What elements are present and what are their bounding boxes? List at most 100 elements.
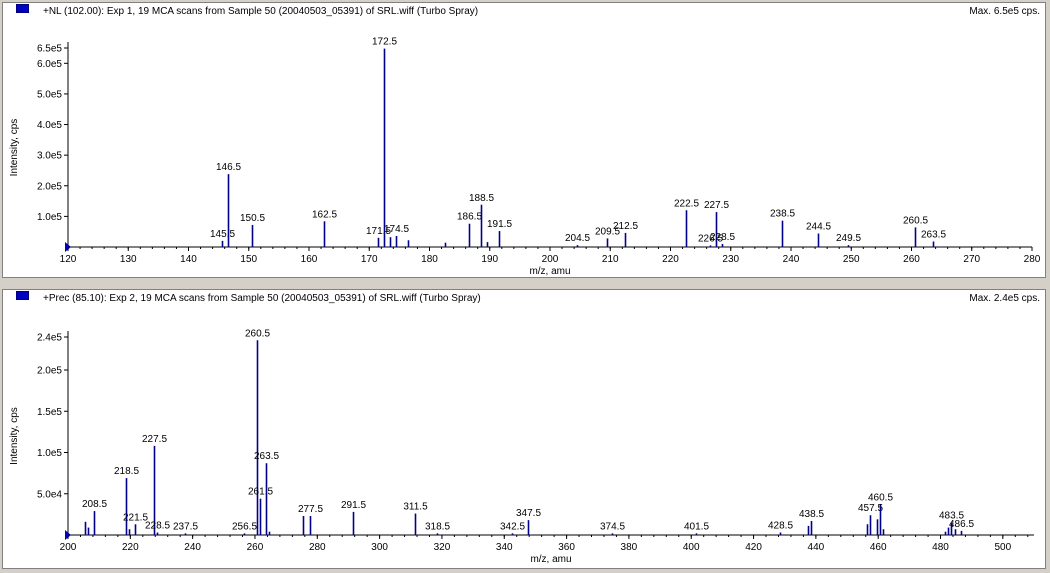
- peak-label: 256.5: [232, 521, 257, 532]
- y-tick-label: 1.0e5: [37, 212, 62, 223]
- peak-label: 263.5: [254, 451, 279, 462]
- peak-label: 483.5: [939, 511, 964, 522]
- x-tick-label: 210: [602, 254, 619, 265]
- peak-label: 342.5: [500, 521, 525, 532]
- x-tick-label: 500: [994, 542, 1011, 553]
- y-axis-title: Intensity, cps: [9, 119, 20, 177]
- peak-label: 438.5: [799, 509, 824, 520]
- peak-label: 277.5: [298, 504, 323, 515]
- x-tick-label: 190: [481, 254, 498, 265]
- peak-label: 204.5: [565, 233, 590, 244]
- x-tick-label: 230: [722, 254, 739, 265]
- peak-label: 146.5: [216, 162, 241, 173]
- x-tick-label: 130: [120, 254, 137, 265]
- peak-label: 311.5: [403, 502, 428, 513]
- x-tick-label: 480: [932, 542, 949, 553]
- max-intensity-label: Max. 2.4e5 cps.: [969, 293, 1040, 304]
- x-tick-label: 140: [180, 254, 197, 265]
- peak-label: 218.5: [114, 466, 139, 477]
- y-tick-label: 1.5e5: [37, 407, 62, 418]
- peak-label: 212.5: [613, 221, 638, 232]
- y-tick-label: 1.0e5: [37, 448, 62, 459]
- peak-label: 226.5: [698, 233, 723, 244]
- peak-label: 260.5: [903, 215, 928, 226]
- series-color-icon[interactable]: [16, 291, 29, 300]
- y-tick-label: 5.0e5: [37, 89, 62, 100]
- y-tick-label: 6.0e5: [37, 59, 62, 70]
- x-tick-label: 400: [683, 542, 700, 553]
- peak-label: 209.5: [595, 226, 620, 237]
- pane-divider[interactable]: [0, 280, 1050, 288]
- peak-label: 227.5: [142, 434, 167, 445]
- x-tick-label: 440: [808, 542, 825, 553]
- x-tick-label: 360: [558, 542, 575, 553]
- x-tick-label: 340: [496, 542, 513, 553]
- y-tick-label: 3.0e5: [37, 151, 62, 162]
- peak-label: 428.5: [768, 521, 793, 532]
- x-tick-label: 240: [783, 254, 800, 265]
- x-axis-title: m/z, amu: [529, 266, 570, 277]
- y-tick-label: 2.0e5: [37, 181, 62, 192]
- peak-label: 460.5: [868, 492, 893, 503]
- spectrum-pane-prec: +Prec (85.10): Exp 2, 19 MCA scans from …: [2, 289, 1046, 569]
- x-tick-label: 420: [745, 542, 762, 553]
- x-tick-label: 170: [361, 254, 378, 265]
- x-tick-label: 200: [60, 542, 77, 553]
- x-tick-label: 180: [421, 254, 438, 265]
- x-tick-label: 260: [247, 542, 264, 553]
- x-tick-label: 240: [184, 542, 201, 553]
- peak-label: 191.5: [487, 219, 512, 230]
- peak-label: 172.5: [372, 37, 397, 48]
- peak-label: 249.5: [836, 233, 861, 244]
- peak-label: 261.5: [248, 487, 273, 498]
- peak-label: 174.5: [384, 224, 409, 235]
- peak-label: 347.5: [516, 508, 541, 519]
- series-color-icon[interactable]: [16, 4, 29, 13]
- peak-label: 237.5: [173, 521, 198, 532]
- y-tick-label: 2.0e5: [37, 366, 62, 377]
- peak-label: 227.5: [704, 200, 729, 211]
- peak-label: 263.5: [921, 229, 946, 240]
- peak-label: 150.5: [240, 213, 265, 224]
- peak-label: 186.5: [457, 212, 482, 223]
- pane-header: +NL (102.00): Exp 1, 19 MCA scans from S…: [3, 3, 1045, 21]
- x-tick-label: 380: [621, 542, 638, 553]
- x-tick-label: 220: [662, 254, 679, 265]
- peak-label: 162.5: [312, 209, 337, 220]
- peak-label: 188.5: [469, 193, 494, 204]
- x-tick-label: 150: [240, 254, 257, 265]
- peak-label: 401.5: [684, 521, 709, 532]
- y-tick-label: 4.0e5: [37, 120, 62, 131]
- peak-label: 145.5: [210, 229, 235, 240]
- y-tick-label: 6.5e5: [37, 44, 62, 55]
- y-tick-label: 5.0e4: [37, 489, 62, 500]
- peak-label: 486.5: [949, 519, 974, 530]
- x-tick-label: 270: [963, 254, 980, 265]
- peak-label: 221.5: [123, 512, 148, 523]
- spectrum-plot[interactable]: 120 130 140 150 160 170 180 190 200 210 220 230 240 2…: [3, 3, 1047, 279]
- spectrum-title: +Prec (85.10): Exp 2, 19 MCA scans from …: [43, 293, 481, 304]
- x-tick-label: 200: [542, 254, 559, 265]
- max-intensity-label: Max. 6.5e5 cps.: [969, 6, 1040, 17]
- peak-label: 374.5: [600, 521, 625, 532]
- x-tick-label: 280: [1024, 254, 1041, 265]
- peak-label: 222.5: [674, 198, 699, 209]
- spectrum-pane-nl: +NL (102.00): Exp 1, 19 MCA scans from S…: [2, 2, 1046, 278]
- peak-label: 318.5: [425, 521, 450, 532]
- peak-label: 238.5: [770, 209, 795, 220]
- peak-label: 228.5: [145, 521, 170, 532]
- peak-label: 244.5: [806, 222, 831, 233]
- x-tick-label: 220: [122, 542, 139, 553]
- pane-header: +Prec (85.10): Exp 2, 19 MCA scans from …: [3, 290, 1045, 308]
- x-axis-title: m/z, amu: [530, 554, 571, 565]
- spectrum-title: +NL (102.00): Exp 1, 19 MCA scans from S…: [43, 6, 479, 17]
- x-tick-label: 250: [843, 254, 860, 265]
- peak-label: 291.5: [341, 500, 366, 511]
- x-tick-label: 120: [60, 254, 77, 265]
- x-tick-label: 320: [434, 542, 451, 553]
- x-tick-label: 280: [309, 542, 326, 553]
- peak-label: 457.5: [858, 503, 883, 514]
- spectrum-plot[interactable]: 200 220 240 260 280 300 320 340 360 380 400 420 440 4…: [3, 290, 1047, 570]
- y-axis-title: Intensity, cps: [9, 407, 20, 465]
- x-tick-label: 160: [301, 254, 318, 265]
